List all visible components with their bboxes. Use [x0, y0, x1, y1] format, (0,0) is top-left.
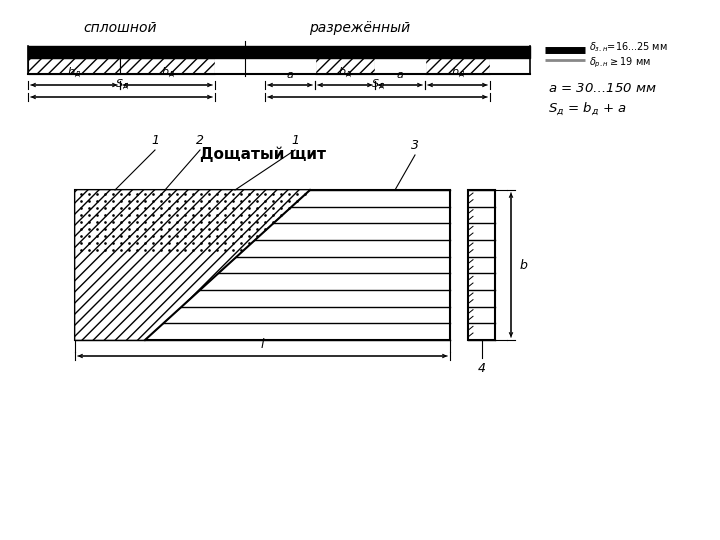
Polygon shape: [75, 190, 310, 340]
Text: 4: 4: [477, 362, 485, 375]
Text: $S_д$: $S_д$: [114, 77, 128, 92]
Text: $b$: $b$: [519, 258, 528, 272]
Text: $l$: $l$: [260, 337, 265, 351]
Text: $S_д$: $S_д$: [371, 77, 384, 92]
Text: разрежённый: разрежённый: [310, 21, 410, 35]
Text: сплошной: сплошной: [84, 21, 157, 35]
Bar: [120, 58, 215, 74]
Text: 2: 2: [196, 134, 204, 147]
Text: Дощатый щит: Дощатый щит: [199, 146, 325, 162]
Text: 3: 3: [411, 139, 419, 152]
Text: $b_д$: $b_д$: [338, 65, 352, 80]
Bar: [425, 58, 490, 74]
Text: $a$ = 30…150 мм: $a$ = 30…150 мм: [548, 82, 657, 95]
Text: $b_д$: $b_д$: [451, 65, 464, 80]
Text: $b_д$: $b_д$: [67, 65, 81, 80]
Text: $S_д$ = $b_д$ + $a$: $S_д$ = $b_д$ + $a$: [548, 100, 626, 117]
Text: $a$: $a$: [396, 70, 404, 80]
Text: 1: 1: [151, 134, 159, 147]
Bar: [75, 190, 450, 340]
Text: $\delta_{з.н}$=16...25 мм: $\delta_{з.н}$=16...25 мм: [589, 40, 667, 54]
Text: $\delta_{р.н}$$\geq$19 мм: $\delta_{р.н}$$\geq$19 мм: [589, 56, 651, 70]
Text: $b_д$: $b_д$: [161, 65, 174, 80]
Text: 1: 1: [291, 134, 299, 147]
Bar: [28, 58, 120, 74]
Bar: [468, 190, 495, 340]
Bar: [315, 58, 375, 74]
Text: $a$: $a$: [286, 70, 294, 80]
